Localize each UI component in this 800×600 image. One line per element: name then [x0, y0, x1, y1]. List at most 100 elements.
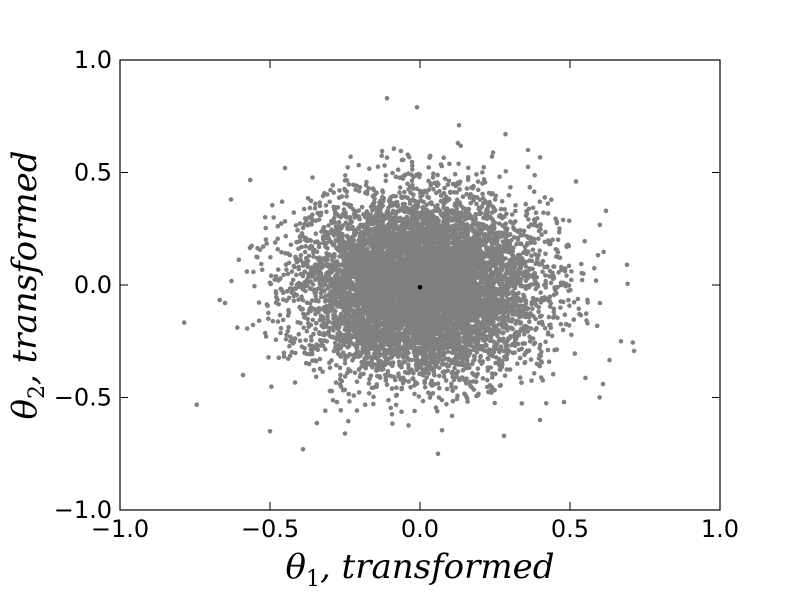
scatter-point [338, 354, 344, 359]
scatter-point [410, 163, 415, 168]
scatter-point [259, 267, 265, 273]
scatter-point [269, 384, 274, 390]
scatter-point [474, 172, 479, 177]
scatter-point [507, 367, 513, 372]
scatter-point [284, 288, 290, 294]
scatter-point [412, 408, 417, 414]
scatter-point [302, 350, 307, 356]
scatter-point [290, 277, 296, 283]
scatter-point [379, 153, 385, 158]
scatter-point [532, 240, 537, 245]
scatter-point [503, 169, 509, 174]
scatter-point [288, 334, 293, 340]
scatter-point [318, 313, 324, 319]
scatter-point [398, 148, 404, 154]
scatter-point [356, 390, 362, 395]
scatter-point [366, 381, 372, 386]
scatter-point [447, 161, 452, 167]
scatter-point [263, 237, 269, 242]
scatter-point [514, 241, 519, 247]
scatter-point [569, 332, 574, 338]
scatter-point [304, 328, 310, 334]
scatter-point [275, 247, 281, 252]
scatter-point [263, 225, 269, 231]
scatter-point [480, 170, 485, 175]
scatter-point [264, 241, 270, 246]
scatter-point [337, 188, 342, 193]
scatter-point [181, 320, 187, 325]
scatter-point [519, 346, 524, 352]
scatter-point [408, 190, 413, 196]
scatter-point [569, 269, 574, 274]
scatter-point [439, 428, 445, 433]
scatter-point [382, 372, 388, 378]
scatter-point [289, 281, 294, 287]
scatter-point [374, 382, 380, 387]
scatter-point [414, 381, 420, 386]
scatter-point [424, 202, 429, 208]
scatter-point [308, 268, 314, 273]
scatter-point [405, 181, 410, 187]
scatter-point [548, 280, 554, 286]
scatter-point [300, 297, 306, 303]
scatter-point [549, 197, 554, 202]
scatter-point [343, 220, 349, 225]
scatter-point [536, 236, 541, 241]
scatter-point [317, 200, 323, 205]
scatter-point [320, 369, 326, 375]
scatter-point [450, 398, 456, 404]
scatter-point [250, 322, 256, 328]
scatter-point [259, 261, 264, 267]
scatter-point [522, 244, 528, 250]
scatter-point [356, 162, 362, 168]
scatter-point [534, 274, 540, 280]
scatter-point [597, 395, 602, 400]
scatter-point [530, 205, 536, 211]
scatter-point [488, 365, 493, 370]
scatter-point [275, 267, 281, 272]
scatter-point [327, 365, 333, 371]
scatter-point [313, 201, 318, 207]
scatter-point [410, 167, 415, 172]
scatter-point [550, 371, 556, 377]
scatter-point [244, 326, 250, 331]
scatter-point [342, 178, 348, 183]
scatter-point [294, 282, 300, 287]
scatter-point [431, 171, 436, 176]
scatter-point [338, 384, 344, 390]
scatter-point [571, 317, 577, 322]
scatter-point [390, 170, 395, 176]
scatter-point [342, 374, 348, 379]
scatter-point [353, 343, 358, 349]
scatter-point [389, 412, 395, 417]
scatter-point [442, 176, 448, 182]
scatter-point [510, 350, 516, 356]
scatter-point [308, 334, 314, 340]
scatter-point [515, 237, 521, 242]
scatter-point [566, 263, 572, 269]
scatter-point [366, 391, 372, 396]
scatter-point [542, 195, 548, 200]
scatter-point [476, 285, 482, 291]
scatter-point [562, 312, 568, 318]
scatter-point [284, 267, 289, 272]
scatter-point [471, 353, 477, 359]
scatter-point [295, 320, 301, 325]
scatter-point [370, 186, 376, 191]
scatter-point [268, 254, 273, 260]
scatter-point [443, 378, 449, 383]
scatter-point [537, 342, 543, 348]
scatter-point [525, 329, 530, 334]
scatter-point [489, 154, 495, 159]
scatter-point [263, 334, 269, 339]
scatter-point [271, 215, 277, 220]
scatter-point [441, 155, 447, 160]
scatter-point [523, 201, 528, 207]
scatter-point [583, 311, 589, 316]
scatter-point [295, 228, 300, 233]
scatter-point [551, 306, 557, 312]
scatter-point [284, 332, 289, 338]
scatter-point [406, 423, 411, 428]
scatter-point [312, 205, 318, 211]
scatter-point [323, 408, 328, 414]
